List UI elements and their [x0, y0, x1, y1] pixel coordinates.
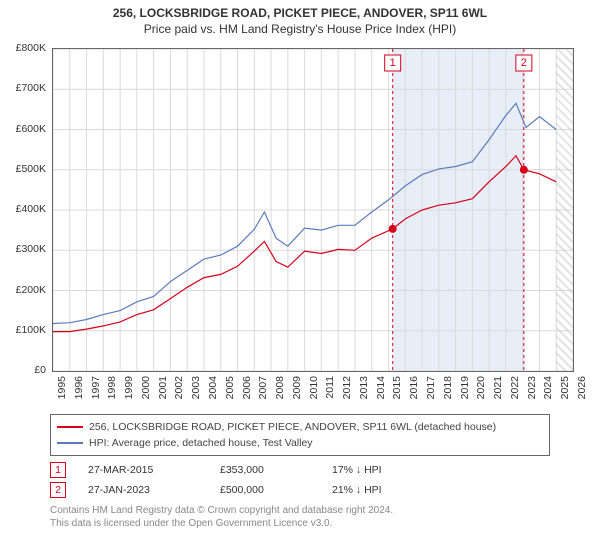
legend-row: 256, LOCKSBRIDGE ROAD, PICKET PIECE, AND…	[57, 419, 543, 435]
y-tick-label: £800K	[16, 42, 46, 54]
legend-row: HPI: Average price, detached house, Test…	[57, 435, 543, 451]
events-table: 1 27-MAR-2015 £353,000 17% ↓ HPI 2 27-JAN-202…	[50, 458, 550, 502]
x-tick-label: 2022	[509, 376, 521, 399]
footer: Contains HM Land Registry data © Crown c…	[50, 504, 550, 530]
y-tick-label: £300K	[16, 243, 46, 255]
x-tick-label: 2003	[190, 376, 202, 399]
chart-titles: 256, LOCKSBRIDGE ROAD, PICKET PIECE, AND…	[0, 0, 600, 38]
x-tick-label: 2000	[140, 376, 152, 399]
x-tick-label: 1995	[56, 376, 68, 399]
x-tick-label: 2002	[173, 376, 185, 399]
x-tick-label: 2024	[542, 376, 554, 399]
x-tick-label: 2011	[324, 376, 336, 399]
x-tick-label: 2017	[425, 376, 437, 399]
event-row: 1 27-MAR-2015 £353,000 17% ↓ HPI	[50, 462, 550, 478]
x-tick-label: 2021	[492, 376, 504, 399]
event-marker-icon: 1	[50, 462, 66, 478]
y-tick-label: £500K	[16, 163, 46, 175]
event-row: 2 27-JAN-2023 £500,000 21% ↓ HPI	[50, 482, 550, 498]
x-tick-label: 2023	[526, 376, 538, 399]
x-tick-label: 2026	[576, 376, 588, 399]
y-tick-label: £0	[34, 364, 46, 376]
svg-text:1: 1	[390, 57, 396, 69]
y-tick-label: £100K	[16, 324, 46, 336]
event-marker-icon: 2	[50, 482, 66, 498]
y-tick-label: £400K	[16, 203, 46, 215]
x-tick-label: 1997	[90, 376, 102, 399]
x-tick-label: 2009	[291, 376, 303, 399]
legend: 256, LOCKSBRIDGE ROAD, PICKET PIECE, AND…	[50, 414, 550, 456]
y-tick-label: £600K	[16, 123, 46, 135]
legend-swatch-icon	[57, 442, 83, 444]
x-tick-label: 2018	[442, 376, 454, 399]
y-axis: £0£100K£200K£300K£400K£500K£600K£700K£80…	[0, 48, 50, 370]
x-axis: 1995 1996 1997 1998 1999 2000 2001 2002 2003 2004…	[52, 372, 572, 408]
title-line1: 256, LOCKSBRIDGE ROAD, PICKET PIECE, AND…	[8, 6, 592, 20]
y-tick-label: £200K	[16, 284, 46, 296]
x-tick-label: 2010	[308, 376, 320, 399]
event-price: £500,000	[220, 484, 310, 496]
x-tick-label: 2005	[224, 376, 236, 399]
x-tick-label: 1996	[73, 376, 85, 399]
event-date: 27-MAR-2015	[88, 464, 198, 476]
x-tick-label: 2007	[257, 376, 269, 399]
legend-label: HPI: Average price, detached house, Test…	[89, 435, 313, 451]
event-diff: 21% ↓ HPI	[332, 484, 382, 496]
x-tick-label: 2006	[241, 376, 253, 399]
x-tick-label: 2019	[459, 376, 471, 399]
x-tick-label: 2013	[358, 376, 370, 399]
plot-area: 12	[52, 48, 574, 372]
x-tick-label: 2004	[207, 376, 219, 399]
x-tick-label: 2020	[475, 376, 487, 399]
x-tick-label: 2001	[157, 376, 169, 399]
title-line2: Price paid vs. HM Land Registry's House …	[8, 22, 592, 36]
event-date: 27-JAN-2023	[88, 484, 198, 496]
x-tick-label: 2016	[408, 376, 420, 399]
x-tick-label: 2012	[341, 376, 353, 399]
x-tick-label: 2014	[375, 376, 387, 399]
future-hatch-band	[556, 49, 573, 371]
event-price: £353,000	[220, 464, 310, 476]
x-tick-label: 1998	[106, 376, 118, 399]
x-tick-label: 2015	[391, 376, 403, 399]
legend-swatch-icon	[57, 426, 83, 428]
x-tick-label: 2008	[274, 376, 286, 399]
event-diff: 17% ↓ HPI	[332, 464, 382, 476]
svg-text:2: 2	[521, 57, 527, 69]
legend-label: 256, LOCKSBRIDGE ROAD, PICKET PIECE, AND…	[89, 419, 496, 435]
plot-svg: 12	[53, 49, 573, 371]
footer-line: This data is licensed under the Open Gov…	[50, 517, 550, 530]
x-tick-label: 1999	[123, 376, 135, 399]
x-tick-label: 2025	[559, 376, 571, 399]
footer-line: Contains HM Land Registry data © Crown c…	[50, 504, 550, 517]
y-tick-label: £700K	[16, 82, 46, 94]
